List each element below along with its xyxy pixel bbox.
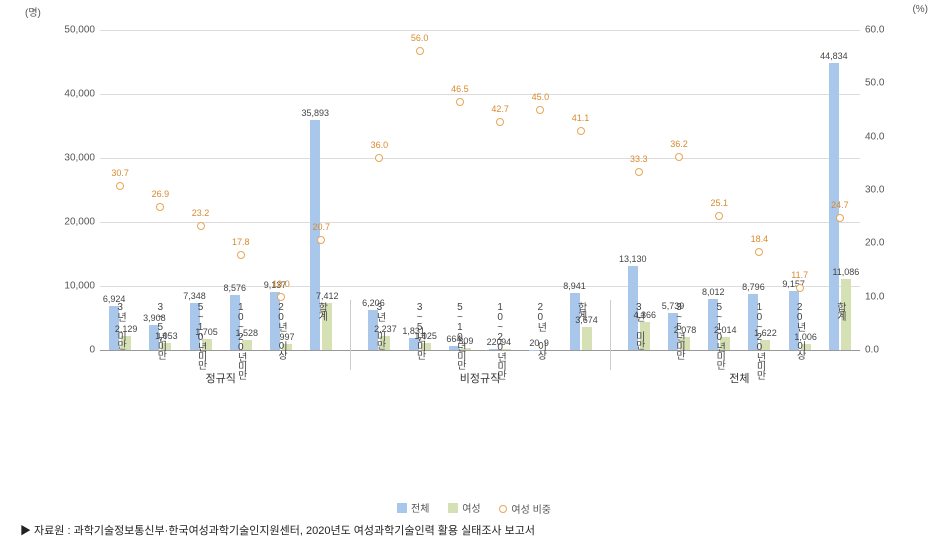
pct-label: 41.1	[572, 113, 590, 123]
marker-female-pct	[496, 118, 504, 126]
pct-label: 23.2	[192, 208, 210, 218]
pct-label: 30.7	[111, 168, 129, 178]
value-label-total: 8,012	[702, 287, 725, 297]
x-category-label: 20년 이상	[792, 302, 807, 359]
y-right-tick: 50.0	[865, 78, 900, 89]
x-category-label: 10~20년미만	[493, 302, 508, 379]
group-separator	[350, 300, 351, 370]
pct-label: 36.0	[371, 140, 389, 150]
pct-label: 26.9	[152, 189, 170, 199]
pct-label: 25.1	[710, 198, 728, 208]
x-category-label: 3년 미만	[631, 302, 646, 349]
y-left-tick: 10,000	[50, 281, 95, 292]
x-category-label: 3~5년미만	[153, 302, 168, 359]
marker-female-pct	[635, 168, 643, 176]
legend-marker-icon	[499, 505, 507, 513]
pct-label: 36.2	[670, 139, 688, 149]
x-big-group-label: 비정규직	[460, 370, 500, 386]
pct-label: 18.4	[751, 234, 769, 244]
y-left-tick: 30,000	[50, 153, 95, 164]
marker-female-pct	[375, 154, 383, 162]
x-category-label: 합계	[314, 302, 329, 320]
marker-female-pct	[836, 214, 844, 222]
legend-item-female: 여성	[448, 500, 480, 515]
marker-female-pct	[317, 236, 325, 244]
y-left-tick: 50,000	[50, 25, 95, 36]
chart-container: 0 10,000 20,000 30,000 40,000 50,000 0.0 10.0 20…	[50, 10, 900, 450]
x-big-group-label: 전체	[729, 370, 749, 386]
marker-female-pct	[577, 127, 585, 135]
y-left-tick: 20,000	[50, 217, 95, 228]
value-label-total: 13,130	[619, 254, 647, 264]
x-category-label: 10~20년미만	[752, 302, 767, 379]
marker-female-pct	[197, 222, 205, 230]
value-label-total: 44,834	[820, 51, 848, 61]
value-label-total: 8,796	[742, 282, 765, 292]
legend-item-pct: 여성 비중	[499, 501, 551, 516]
marker-female-pct	[237, 251, 245, 259]
marker-female-pct	[796, 284, 804, 292]
marker-female-pct	[116, 182, 124, 190]
legend-label-pct: 여성 비중	[511, 501, 551, 516]
x-category-label: 합계	[832, 302, 847, 320]
pct-label: 46.5	[451, 84, 469, 94]
marker-female-pct	[156, 203, 164, 211]
marker-female-pct	[416, 47, 424, 55]
x-category-label: 20년 이상	[274, 302, 289, 359]
marker-female-pct	[715, 212, 723, 220]
y-right-tick: 0.0	[865, 345, 900, 356]
x-category-label: 합계	[573, 302, 588, 320]
legend-item-total: 전체	[397, 500, 429, 515]
x-category-label: 3~5년미만	[412, 302, 427, 359]
y-right-tick: 30.0	[865, 185, 900, 196]
x-category-label: 20년 이상	[533, 302, 548, 359]
marker-female-pct	[755, 248, 763, 256]
pct-label: 20.7	[312, 222, 330, 232]
group-separator	[610, 300, 611, 370]
y-right-label: (%)	[912, 4, 928, 15]
x-category-label: 5~10년미만	[452, 302, 467, 369]
legend: 전체 여성 여성 비중	[50, 500, 898, 516]
x-category-label: 3년 미만	[372, 302, 387, 349]
value-label-total: 8,576	[224, 283, 247, 293]
pct-label: 42.7	[491, 104, 509, 114]
x-category-label: 5~10년미만	[712, 302, 727, 369]
marker-female-pct	[456, 98, 464, 106]
y-left-tick: 40,000	[50, 89, 95, 100]
pct-label: 56.0	[411, 33, 429, 43]
pct-label: 11.7	[791, 270, 808, 280]
marker-female-pct	[536, 106, 544, 114]
x-category-label: 3년 미만	[113, 302, 128, 349]
x-category-label: 10~20년미만	[233, 302, 248, 379]
marker-female-pct	[675, 153, 683, 161]
pct-label: 24.7	[831, 200, 849, 210]
value-label-female: 11,086	[832, 267, 859, 277]
legend-swatch-total	[397, 503, 407, 513]
legend-swatch-female	[448, 503, 458, 513]
pct-label: 17.8	[232, 237, 250, 247]
x-axis-grouping: 3년 미만 3~5년미만 5~10년미만 10~20년미만 20년 이상 합계 3년 미만 3…	[100, 300, 860, 390]
y-left-tick: 0	[50, 345, 95, 356]
y-right-tick: 40.0	[865, 131, 900, 142]
x-category-label: 5~10년미만	[193, 302, 208, 369]
pct-label: 45.0	[532, 92, 550, 102]
y-left-label: (명)	[25, 4, 41, 19]
legend-label-total: 전체	[411, 500, 429, 515]
legend-label-female: 여성	[462, 500, 480, 515]
value-label-total: 35,893	[301, 108, 329, 118]
x-category-label: 3~5년미만	[672, 302, 687, 359]
value-label-total: 8,941	[563, 281, 586, 291]
pct-label: 10.0	[272, 279, 290, 289]
y-right-tick: 20.0	[865, 238, 900, 249]
y-right-tick: 60.0	[865, 25, 900, 36]
x-big-group-label: 정규직	[205, 370, 235, 386]
y-right-tick: 10.0	[865, 291, 900, 302]
source-note: ▶ 자료원 : 과학기술정보통신부·한국여성과학기술인지원센터, 2020년도 …	[20, 522, 535, 538]
pct-label: 33.3	[630, 154, 648, 164]
